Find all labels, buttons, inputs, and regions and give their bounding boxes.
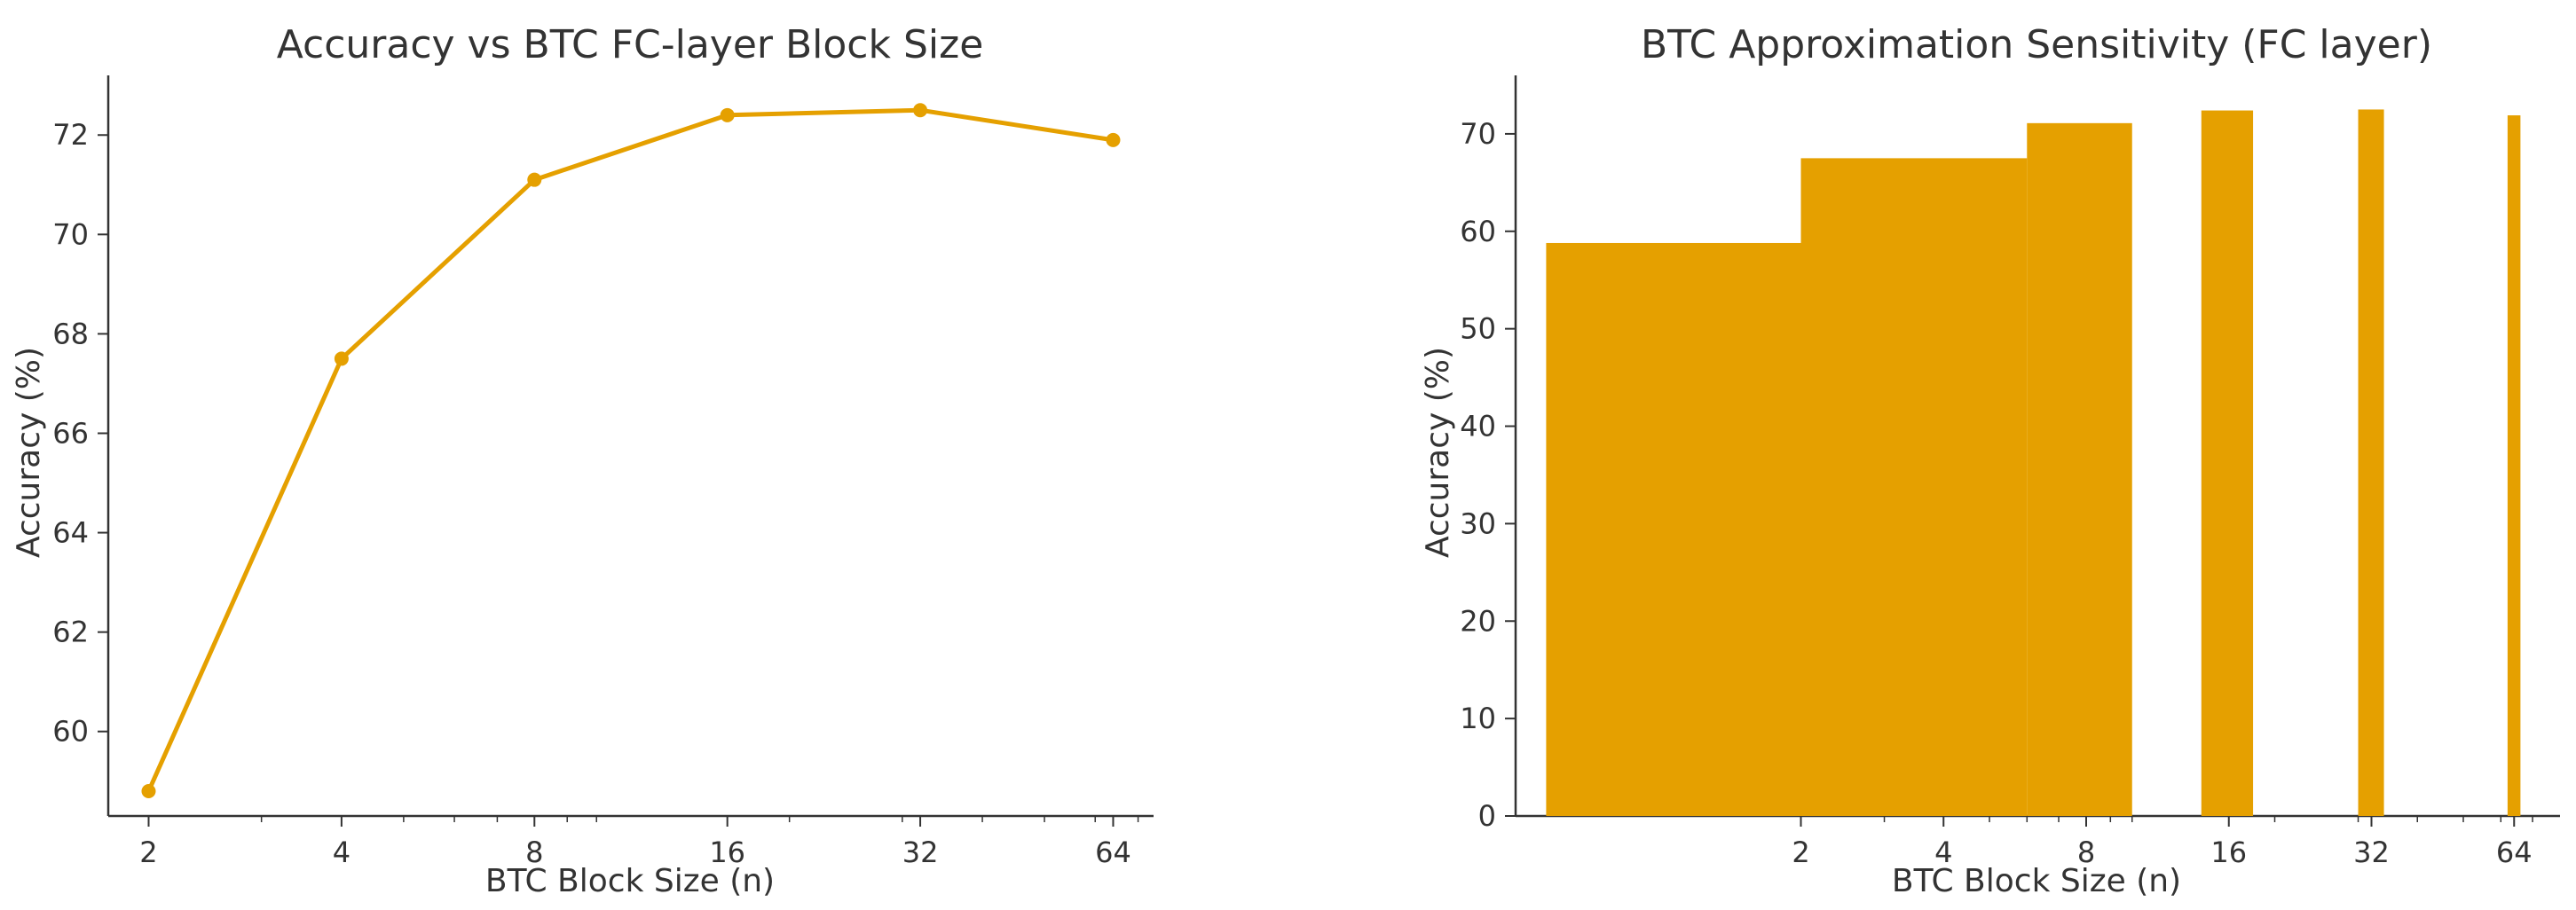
bar-chart-y-tick-label: 30 — [1460, 506, 1496, 540]
bar — [2358, 109, 2384, 816]
line-chart-title: Accuracy vs BTC FC-layer Block Size — [277, 22, 984, 67]
bar-chart-x-tick-label: 2 — [1792, 835, 1809, 869]
series-line — [146, 107, 1114, 793]
line-chart: Accuracy vs BTC FC-layer Block Size BTC … — [11, 22, 1154, 899]
line-chart-x-tick-label: 32 — [902, 835, 939, 869]
line-chart-y-axis-label: Accuracy (%) — [11, 347, 47, 558]
bar-chart-y-tick-label: 50 — [1460, 312, 1496, 346]
bar-chart-y-axis-label: Accuracy (%) — [1420, 347, 1456, 558]
bar — [2201, 110, 2254, 817]
bar — [2507, 115, 2521, 817]
data-point — [334, 351, 349, 366]
bar-chart-x-tick-label: 64 — [2496, 835, 2533, 869]
data-point — [141, 783, 156, 798]
line-chart-x-tick-label: 8 — [525, 835, 543, 869]
bar-chart-x-tick-label: 32 — [2353, 835, 2390, 869]
bar-chart-y-tick-label: 40 — [1460, 410, 1496, 443]
bar-chart-y-tick-label: 10 — [1460, 702, 1496, 735]
bar-chart-x-tick-label: 16 — [2210, 835, 2247, 869]
bar-chart-ticks: 0 10 20 30 40 50 60 70 2 4 8 16 32 64 — [1460, 117, 2533, 869]
data-point — [527, 172, 542, 187]
line-chart-y-tick-label: 64 — [52, 516, 89, 550]
bar — [2027, 122, 2132, 817]
line-chart-y-tick-label: 62 — [52, 616, 89, 649]
line-chart-y-tick-label: 68 — [52, 317, 89, 350]
bar-chart: BTC Approximation Sensitivity (FC layer)… — [1420, 22, 2560, 899]
line-chart-x-tick-label: 16 — [709, 835, 745, 869]
bar-chart-title: BTC Approximation Sensitivity (FC layer) — [1641, 22, 2432, 67]
bar-chart-marks — [1546, 109, 2521, 817]
line-chart-x-tick-label: 4 — [333, 835, 351, 869]
line-chart-x-axis-label: BTC Block Size (n) — [485, 863, 775, 899]
line-chart-y-tick-label: 60 — [52, 715, 89, 749]
bar-chart-x-tick-label: 8 — [2077, 835, 2095, 869]
bar-chart-x-tick-label: 4 — [1934, 835, 1952, 869]
data-point — [1106, 132, 1121, 147]
bar-chart-y-tick-label: 70 — [1460, 117, 1496, 151]
line-chart-x-tick-label: 64 — [1095, 835, 1131, 869]
line-chart-y-tick-label: 66 — [52, 416, 89, 450]
bar — [1800, 158, 2028, 816]
line-chart-y-tick-label: 72 — [52, 118, 89, 152]
bar-chart-y-tick-label: 60 — [1460, 215, 1496, 248]
line-chart-y-tick-label: 70 — [52, 217, 89, 251]
line-chart-marks — [141, 103, 1121, 798]
data-point — [913, 103, 928, 118]
data-point — [720, 107, 735, 122]
bar-chart-x-axis-label: BTC Block Size (n) — [1892, 863, 2181, 899]
bar-chart-y-tick-label: 20 — [1460, 604, 1496, 638]
bar-chart-y-tick-label: 0 — [1478, 799, 1496, 833]
line-chart-ticks: 60 62 64 66 68 70 72 2 4 8 16 32 64 — [52, 118, 1139, 869]
line-chart-x-tick-label: 2 — [139, 835, 157, 869]
